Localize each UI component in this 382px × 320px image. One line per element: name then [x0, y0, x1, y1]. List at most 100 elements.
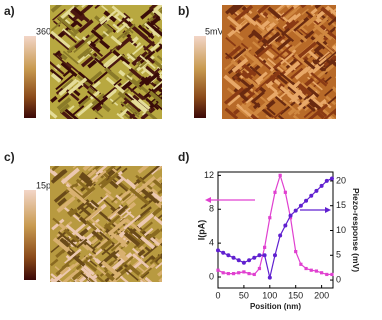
- y2-tick-label: 15: [336, 200, 346, 210]
- domain: [154, 229, 162, 247]
- domain: [128, 227, 144, 241]
- domain: [233, 75, 242, 83]
- domain: [88, 277, 107, 282]
- domain: [67, 190, 76, 198]
- domain: [56, 97, 72, 111]
- domain: [66, 208, 74, 216]
- domain: [284, 8, 298, 20]
- domain: [77, 48, 90, 60]
- domain: [131, 51, 148, 66]
- domain: [129, 187, 150, 206]
- domain: [122, 60, 132, 70]
- domain: [90, 237, 99, 245]
- data-point: [283, 223, 288, 228]
- domain: [84, 244, 94, 252]
- domain: [50, 95, 58, 103]
- domain: [63, 18, 71, 25]
- domain: [72, 6, 85, 18]
- domain: [123, 97, 140, 112]
- domain: [308, 70, 328, 87]
- domain: [112, 49, 131, 66]
- domain: [65, 224, 84, 240]
- domain: [113, 78, 122, 86]
- domain: [292, 16, 310, 32]
- domain: [314, 5, 329, 9]
- domain: [50, 30, 71, 49]
- domain: [107, 208, 120, 219]
- domain: [132, 253, 150, 269]
- domain: [119, 181, 129, 191]
- domain: [126, 259, 144, 276]
- domain: [225, 37, 237, 47]
- domain: [245, 51, 264, 68]
- domain: [263, 28, 274, 38]
- domain: [158, 43, 162, 55]
- domain: [74, 34, 91, 49]
- domain: [292, 5, 303, 10]
- data-point: [288, 216, 293, 220]
- domain: [277, 35, 286, 44]
- domain: [123, 231, 141, 247]
- domain: [242, 101, 252, 111]
- chart: 0 50 100 150 200 0 4 8 12 0 5 10 15 20 Position (nm) I(…: [196, 170, 360, 311]
- domain: [101, 103, 111, 113]
- domain: [303, 59, 316, 70]
- domain: [89, 40, 97, 47]
- domain: [140, 7, 154, 20]
- domain: [75, 271, 89, 282]
- domain: [51, 166, 62, 172]
- domain: [62, 30, 78, 44]
- domain: [287, 108, 296, 116]
- data-point: [231, 255, 236, 260]
- domain: [118, 69, 126, 77]
- domain: [331, 57, 336, 74]
- domain: [67, 248, 82, 261]
- domain: [95, 166, 115, 176]
- domain: [318, 51, 330, 62]
- domain: [142, 45, 152, 53]
- domain: [57, 89, 73, 103]
- domain: [105, 166, 123, 174]
- domain: [287, 5, 305, 10]
- domain: [108, 230, 129, 248]
- data-point: [216, 268, 220, 272]
- domain: [62, 70, 71, 78]
- domain: [226, 15, 243, 30]
- domain: [125, 188, 145, 206]
- domain: [161, 180, 162, 193]
- data-point: [247, 272, 251, 276]
- domain: [153, 215, 162, 227]
- domain: [89, 217, 105, 232]
- data-point: [288, 213, 293, 218]
- domain: [125, 110, 145, 119]
- domain: [160, 177, 162, 195]
- data-point: [309, 268, 313, 272]
- domain: [259, 86, 267, 94]
- domain: [303, 67, 311, 74]
- domain: [256, 77, 265, 86]
- domain: [86, 218, 100, 231]
- domain: [80, 267, 92, 277]
- domain: [59, 221, 73, 233]
- domain: [150, 177, 162, 190]
- domain: [266, 21, 278, 32]
- domain: [59, 103, 70, 114]
- domain: [84, 33, 96, 44]
- data-point: [298, 203, 303, 208]
- domain: [223, 86, 245, 105]
- domain: [233, 48, 247, 60]
- domain: [241, 46, 253, 56]
- data-point: [325, 272, 329, 277]
- data-point: [237, 271, 241, 275]
- domain: [52, 237, 73, 255]
- domain: [87, 166, 101, 172]
- data-point: [268, 216, 272, 220]
- domain: [142, 66, 155, 78]
- domain: [98, 175, 111, 187]
- domain: [293, 53, 310, 68]
- panel-label: d): [178, 150, 189, 164]
- domain: [155, 252, 162, 270]
- domain: [138, 92, 146, 100]
- domain: [119, 21, 134, 34]
- domain: [118, 256, 134, 270]
